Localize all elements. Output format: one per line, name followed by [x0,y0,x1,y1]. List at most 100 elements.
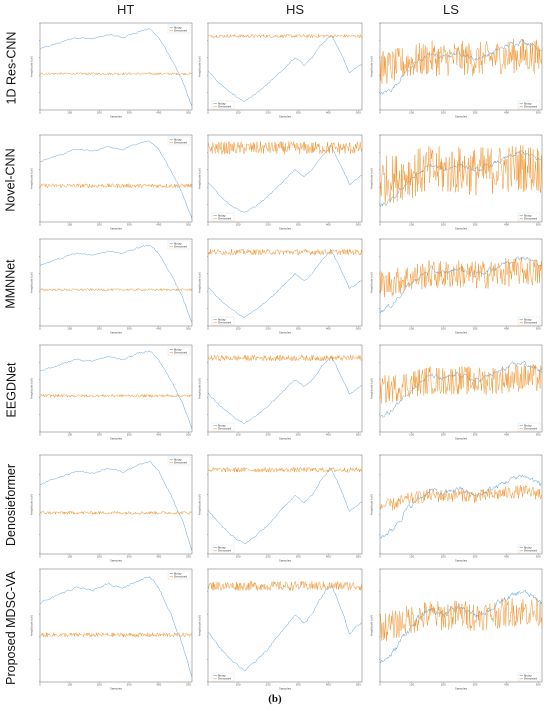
legend-box [211,316,235,326]
denoised-series-line [379,484,543,511]
x-tick-label: 400 [326,223,331,227]
legend-box [211,212,235,222]
legend-entry: Denoised [524,105,537,109]
x-tick-label: 400 [156,111,161,115]
x-tick-label: 300 [127,223,132,227]
x-tick-label: 400 [326,111,331,115]
x-tick-label: 500 [356,327,361,331]
x-tick-label: 300 [127,683,132,687]
row-label-proposed-mdsc-va: Proposed MDSC-VA [4,570,19,685]
x-tick-label: 400 [504,555,509,559]
axes-frame [207,454,363,555]
x-axis-label: Samples [455,115,467,119]
noisy-series-line [207,249,363,318]
x-tick-label: 400 [326,555,331,559]
x-axis-label: Samples [279,559,291,563]
x-tick-label: 300 [472,555,477,559]
legend-box [211,422,235,432]
x-tick-label: 0 [39,111,41,115]
legend-entry: Noisy [524,674,532,678]
legend-entry: Denoised [524,427,537,431]
x-tick-label: 300 [296,327,301,331]
legend-box [517,422,541,432]
x-tick-label: 400 [504,433,509,437]
x-tick-label: 200 [441,223,446,227]
noisy-series-line [39,140,193,220]
panel-novel-cnn-ht: 0 100 200 300 400 500 Samples Amplitude (uV) Noi… [30,134,193,231]
y-axis-label: Amplitude (uV) [30,272,34,293]
x-tick-label: 100 [236,223,241,227]
y-axis-label: Amplitude (uV) [370,272,374,293]
x-tick-label: 100 [67,683,72,687]
x-tick-label: 200 [266,683,271,687]
legend-entry: Noisy [174,458,182,462]
y-axis-label: Amplitude (uV) [198,168,202,189]
x-tick-label: 300 [296,433,301,437]
axes-frame [379,22,543,111]
x-tick-label: 500 [186,223,191,227]
axes-frame [39,134,193,223]
x-tick-label: 0 [379,223,381,227]
x-axis-label: Samples [455,437,467,441]
x-tick-label: 200 [97,111,102,115]
legend-entry: Denoised [524,549,537,553]
x-tick-label: 0 [39,327,41,331]
legend-box [167,240,191,250]
panel-proposed-mdsc-va-hs: 0 100 200 300 400 500 Samples Amplitude (uV) Noi… [198,568,363,691]
x-tick-label: 200 [97,433,102,437]
noisy-series-line [39,244,193,323]
x-axis-label: Samples [279,687,291,691]
x-tick-label: 100 [409,433,414,437]
x-tick-label: 200 [441,555,446,559]
x-tick-label: 0 [207,111,209,115]
legend-box [211,100,235,110]
panel-proposed-mdsc-va-ls: 0 100 200 300 400 500 Samples Amplitude (uV) Noi… [370,568,543,691]
x-tick-label: 300 [296,223,301,227]
legend-entry: Denoised [524,217,537,221]
x-tick-label: 100 [67,327,72,331]
x-tick-label: 500 [356,111,361,115]
noisy-series-line [39,460,193,552]
x-tick-label: 0 [379,683,381,687]
y-axis-label: Amplitude (uV) [370,56,374,77]
x-axis-label: Samples [110,559,122,563]
x-axis-label: Samples [455,559,467,563]
y-axis-label: Amplitude (uV) [198,615,202,636]
legend-entry: Denoised [174,575,187,579]
x-tick-label: 200 [97,683,102,687]
x-tick-label: 200 [266,327,271,331]
axes-frame [39,344,193,433]
axes-frame [207,568,363,683]
y-axis-label: Amplitude (uV) [198,494,202,515]
x-tick-label: 100 [409,111,414,115]
x-axis-label: Samples [110,687,122,691]
panel-novel-cnn-ls: 0 100 200 300 400 500 Samples Amplitude (uV) Noi… [370,134,543,231]
x-tick-label: 200 [97,223,102,227]
noisy-series-line [39,350,193,429]
x-tick-label: 300 [127,111,132,115]
x-tick-label: 200 [441,111,446,115]
y-axis-label: Amplitude (uV) [370,494,374,515]
panel-1d-res-cnn-hs: 0 100 200 300 400 500 Samples Amplitude (uV) Noi… [198,22,363,119]
legend-box [167,570,191,580]
panel-eegdnet-ls: 0 100 200 300 400 500 Samples Amplitude (uV) Noi… [370,344,543,441]
x-tick-label: 400 [326,683,331,687]
x-tick-label: 100 [236,433,241,437]
x-tick-label: 500 [536,327,541,331]
x-tick-label: 400 [326,327,331,331]
x-tick-label: 100 [409,327,414,331]
panel-mmnnet-hs: 0 100 200 300 400 500 Samples Amplitude (uV) Noi… [198,238,363,335]
legend-entry: Denoised [174,245,187,249]
x-tick-label: 500 [536,223,541,227]
legend-entry: Denoised [174,141,187,145]
row-label-novel-cnn: Novel-CNN [4,148,19,212]
column-header-ht: HT [117,2,135,17]
x-axis-label: Samples [279,437,291,441]
figure-label: (b) [268,693,282,705]
column-header-ls: LS [443,2,459,17]
x-tick-label: 0 [39,683,41,687]
legend-entry: Noisy [174,572,182,576]
legend-box [517,544,541,554]
denoised-series-line [39,393,193,399]
legend-entry: Noisy [174,138,182,142]
